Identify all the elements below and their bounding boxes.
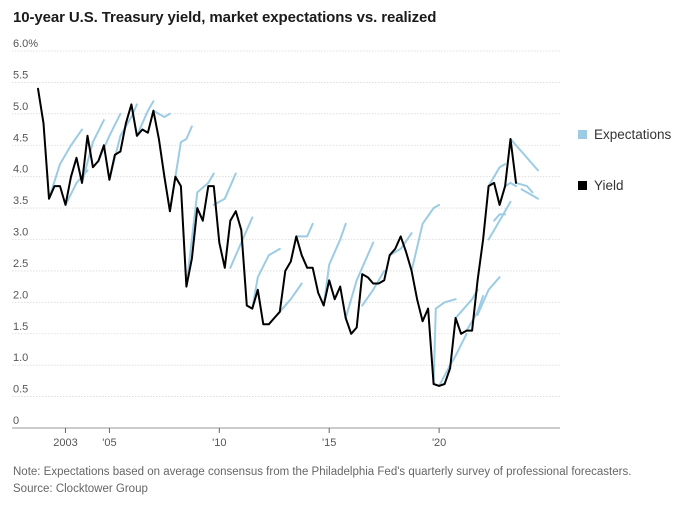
x-tick-label: '10 xyxy=(212,437,226,449)
x-tick-label: '05 xyxy=(102,437,116,449)
expectation-line xyxy=(81,119,105,184)
expectation-line xyxy=(185,172,215,288)
y-tick-label: 2.5 xyxy=(13,258,28,270)
expectation-line xyxy=(476,276,501,316)
x-tick-label: '15 xyxy=(322,437,336,449)
expectation-line xyxy=(432,298,457,385)
expectation-line xyxy=(295,222,314,238)
y-tick-label: 3.0 xyxy=(13,227,28,239)
y-tick-label: 0.5 xyxy=(13,384,28,396)
expectation-line xyxy=(438,332,468,387)
y-tick-label: 1.0 xyxy=(13,352,28,364)
legend-swatch-expectations xyxy=(578,130,587,139)
yield-line xyxy=(37,87,517,387)
expectation-line xyxy=(322,222,347,307)
expectation-line xyxy=(212,172,237,206)
y-tick-label: 4.0 xyxy=(13,164,28,176)
expectation-line xyxy=(48,128,83,200)
expectation-line xyxy=(520,188,539,200)
expectation-line xyxy=(487,200,512,241)
chart-source: Source: Clocktower Group xyxy=(13,483,148,495)
y-tick-label: 4.5 xyxy=(13,132,28,144)
legend-label-expectations: Expectations xyxy=(594,127,672,142)
legend-label-yield: Yield xyxy=(594,178,624,193)
x-axis-ticks: 2003 '05 '10 '15 '20 xyxy=(53,428,446,449)
expectation-line xyxy=(410,203,441,272)
legend-swatch-yield xyxy=(578,181,587,190)
expectation-line xyxy=(465,295,485,332)
y-tick-label: 1.5 xyxy=(13,321,28,333)
expectation-line xyxy=(388,232,413,257)
expectation-line xyxy=(515,181,534,194)
expectation-line xyxy=(278,282,303,313)
y-tick-label: 2.0 xyxy=(13,289,28,301)
y-tick-label: 5.0 xyxy=(13,101,28,113)
y-tick-label: 5.5 xyxy=(13,69,28,81)
y-tick-label: 3.5 xyxy=(13,195,28,207)
expectation-line xyxy=(487,163,507,188)
expectation-line xyxy=(135,100,155,137)
expectation-line xyxy=(152,109,171,118)
expectation-line xyxy=(344,241,375,319)
expectation-line xyxy=(251,247,281,310)
x-tick-label: 2003 xyxy=(53,437,77,449)
y-tick-label: 6.0% xyxy=(13,38,38,50)
grid-lines xyxy=(12,50,560,429)
chart-title: 10-year U.S. Treasury yield, market expe… xyxy=(13,9,437,26)
expectation-line xyxy=(361,269,386,307)
expectation-line xyxy=(509,138,539,172)
yield-series xyxy=(37,87,517,387)
x-tick-label: '20 xyxy=(432,437,446,449)
chart-note: Note: Expectations based on average cons… xyxy=(13,466,632,478)
expectation-line xyxy=(454,288,479,319)
y-tick-label: 0 xyxy=(13,415,19,427)
y-axis-tick-labels: 6.0% 5.5 5.0 4.5 4.0 3.5 3.0 2.5 2.0 1.5 1.0 0.5 0 xyxy=(13,38,38,427)
